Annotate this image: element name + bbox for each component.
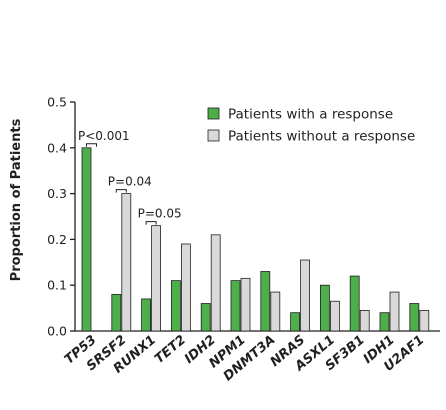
y-tick-label: 0.0 — [47, 324, 67, 339]
bar-sf3b1-series-0 — [349, 275, 360, 332]
bar-runx1-series-1 — [151, 225, 162, 332]
bar-tet2-series-1 — [180, 243, 191, 332]
bar-srsf2-series-1 — [121, 193, 132, 332]
y-axis-label: Proportion of Patients — [9, 118, 24, 281]
p-value-bracket — [86, 143, 97, 147]
x-tick-label: TET2 — [152, 333, 189, 367]
bar-u2af1-series-1 — [419, 309, 430, 332]
legend-swatch-0 — [207, 107, 220, 120]
y-tick-label: 0.4 — [47, 140, 67, 155]
y-tick-label: 0.2 — [47, 232, 67, 247]
bar-tet2-series-0 — [170, 280, 181, 332]
bar-runx1-series-0 — [141, 298, 152, 332]
legend-label-0: Patients with a response — [228, 107, 393, 123]
y-tick-label: 0.1 — [47, 278, 67, 293]
bar-idh1-series-1 — [389, 291, 400, 332]
bars — [81, 147, 430, 332]
bar-srsf2-series-0 — [111, 293, 122, 332]
bar-idh1-series-0 — [379, 312, 390, 332]
y-tick-label: 0.5 — [47, 95, 67, 110]
legend: Patients with a response Patients without… — [207, 107, 415, 145]
legend-swatch-1 — [207, 129, 220, 142]
bar-nras-series-1 — [300, 259, 311, 332]
y-tick-label: 0.3 — [47, 186, 67, 201]
bar-idh2-series-0 — [200, 303, 211, 332]
p-value-label: P<0.001 — [78, 129, 130, 143]
legend-label-1: Patients without a response — [228, 129, 415, 145]
p-value-label: P=0.05 — [138, 207, 182, 221]
bar-sf3b1-series-1 — [359, 309, 370, 332]
bar-tp53-series-0 — [81, 147, 92, 332]
bar-dnmt3a-series-1 — [270, 291, 281, 332]
p-value-label: P=0.04 — [108, 175, 152, 189]
bar-nras-series-0 — [290, 312, 301, 332]
bar-asxl1-series-0 — [319, 284, 330, 332]
bar-npm1-series-0 — [230, 280, 241, 332]
bar-asxl1-series-1 — [329, 300, 340, 332]
p-value-bracket — [145, 221, 157, 225]
bar-dnmt3a-series-0 — [260, 271, 271, 332]
p-value-bracket — [115, 189, 127, 193]
bar-idh2-series-1 — [210, 234, 221, 332]
bar-npm1-series-1 — [240, 277, 251, 332]
bar-u2af1-series-0 — [409, 303, 420, 332]
annotations: P<0.001 P=0.04 P=0.05 — [78, 129, 182, 225]
